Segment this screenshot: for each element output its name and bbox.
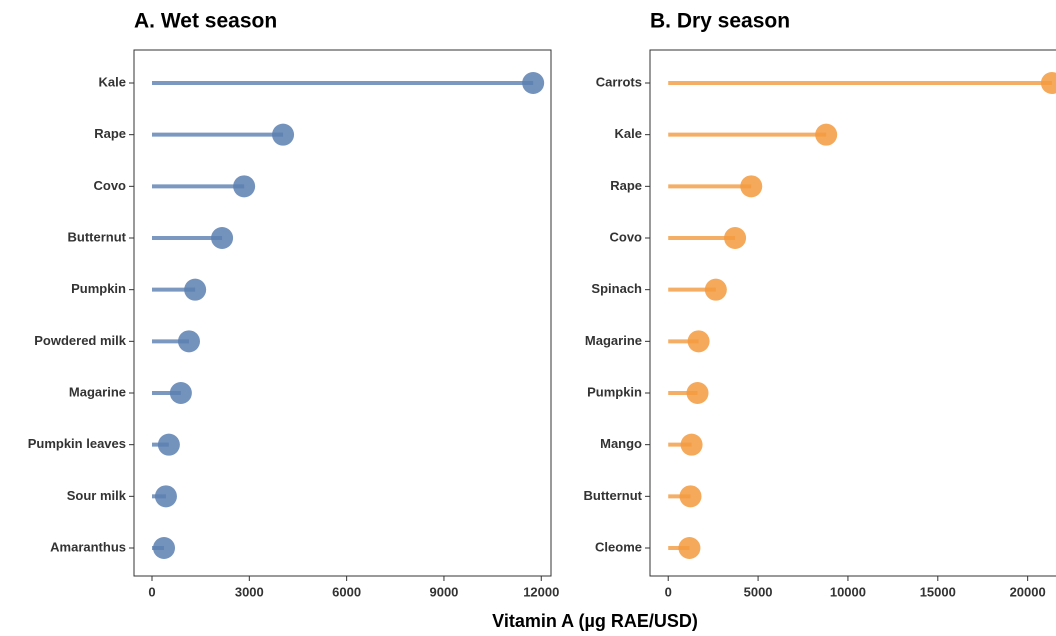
x-tick-label: 6000 (332, 584, 361, 599)
panel-title: B. Dry season (650, 10, 790, 33)
y-tick-label: Covo (94, 178, 127, 193)
y-tick-label: Kale (99, 74, 126, 89)
dot (724, 227, 747, 249)
plot-frame (649, 49, 1056, 577)
x-tick-label: 20000 (1010, 584, 1046, 599)
y-tick-label: Magarine (585, 333, 642, 348)
x-axis-label: Vitamin A (µg RAE/USD) (492, 611, 698, 631)
x-tick-label: 0 (148, 584, 155, 599)
dot (169, 382, 192, 404)
x-tick-label: 3000 (235, 584, 264, 599)
y-tick-label: Spinach (591, 281, 642, 296)
x-tick-label: 12000 (523, 584, 559, 599)
x-tick-label: 9000 (429, 584, 458, 599)
dot (815, 123, 838, 146)
y-tick-label: Butternut (584, 488, 643, 503)
x-tick-label: 5000 (744, 584, 773, 599)
dot (211, 227, 234, 249)
x-tick-label: 10000 (830, 584, 866, 599)
y-tick-label: Mango (600, 436, 642, 451)
dot (704, 278, 727, 301)
y-tick-label: Kale (615, 126, 642, 141)
dot (740, 175, 763, 198)
y-tick-label: Amaranthus (50, 539, 126, 554)
dot (1040, 72, 1056, 94)
dot (272, 123, 295, 146)
dot (678, 537, 701, 559)
panel-title: A. Wet season (134, 10, 277, 33)
dot (679, 485, 702, 508)
dot (680, 433, 703, 456)
dot (522, 72, 545, 94)
y-tick-label: Pumpkin (587, 384, 642, 399)
x-tick-label: 15000 (920, 584, 956, 599)
y-tick-label: Pumpkin (71, 281, 126, 296)
dot (177, 330, 200, 353)
y-tick-label: Sour milk (67, 488, 127, 503)
y-tick-label: Covo (610, 229, 643, 244)
dot (157, 433, 180, 456)
y-tick-label: Powdered milk (34, 333, 127, 348)
plot-frame (133, 49, 552, 577)
y-tick-label: Pumpkin leaves (28, 436, 126, 451)
dot (184, 278, 207, 301)
y-tick-label: Magarine (69, 384, 126, 399)
dot (154, 485, 177, 508)
dot (153, 537, 176, 559)
y-tick-label: Rape (610, 178, 642, 193)
y-tick-label: Cleome (595, 539, 642, 554)
x-tick-label: 0 (665, 584, 672, 599)
dot (687, 330, 710, 353)
dot (233, 175, 256, 198)
y-tick-label: Butternut (68, 229, 127, 244)
y-tick-label: Rape (94, 126, 126, 141)
y-tick-label: Carrots (596, 74, 642, 89)
dot (686, 382, 709, 404)
